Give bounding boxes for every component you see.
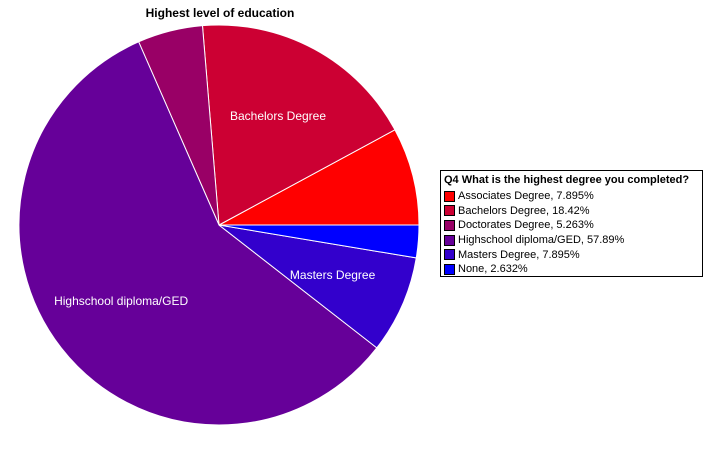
pie-slice-highschool-diploma-ged <box>18 41 378 426</box>
legend-item: Masters Degree, 7.895% <box>444 247 699 262</box>
legend-swatch <box>444 219 455 231</box>
legend-item: Bachelors Degree, 18.42% <box>444 204 699 219</box>
legend-item: None, 2.632% <box>444 262 699 277</box>
legend-item: Highschool diploma/GED, 57.89% <box>444 233 699 248</box>
chart-title: Highest level of education <box>145 6 295 20</box>
pie-chart: Bachelors Degree Highschool diploma/GED Ma… <box>18 24 420 426</box>
legend-title: Q4 What is the highest degree you comple… <box>444 174 690 186</box>
legend-swatch <box>444 263 455 275</box>
pie-slice-associates-degree <box>218 129 420 226</box>
slice-label-highschool-diploma-ged: Highschool diploma/GED <box>54 294 188 308</box>
legend-label: Doctorates Degree, 5.263% <box>458 219 594 232</box>
pie-slice-none <box>218 224 420 259</box>
legend-label: Associates Degree, 7.895% <box>458 190 594 203</box>
legend-swatch <box>444 249 455 261</box>
pie-slice-masters-degree <box>218 224 417 349</box>
legend-item: Doctorates Degree, 5.263% <box>444 218 699 233</box>
legend-label: Bachelors Degree, 18.42% <box>458 204 590 217</box>
slice-label-masters-degree: Masters Degree <box>290 268 376 282</box>
legend-label: None, 2.632% <box>458 263 528 276</box>
slice-label-bachelors-degree: Bachelors Degree <box>230 109 326 123</box>
legend-item: Associates Degree, 7.895% <box>444 189 699 204</box>
pie-slice-bachelors-degree <box>201 24 396 226</box>
legend: Q4 What is the highest degree you comple… <box>440 170 703 277</box>
legend-swatch <box>444 234 455 246</box>
legend-swatch <box>444 190 455 202</box>
legend-items: Associates Degree, 7.895% Bachelors Degre… <box>444 189 699 277</box>
legend-swatch <box>444 205 455 217</box>
legend-label: Highschool diploma/GED, 57.89% <box>458 234 625 247</box>
legend-label: Masters Degree, 7.895% <box>458 248 580 261</box>
